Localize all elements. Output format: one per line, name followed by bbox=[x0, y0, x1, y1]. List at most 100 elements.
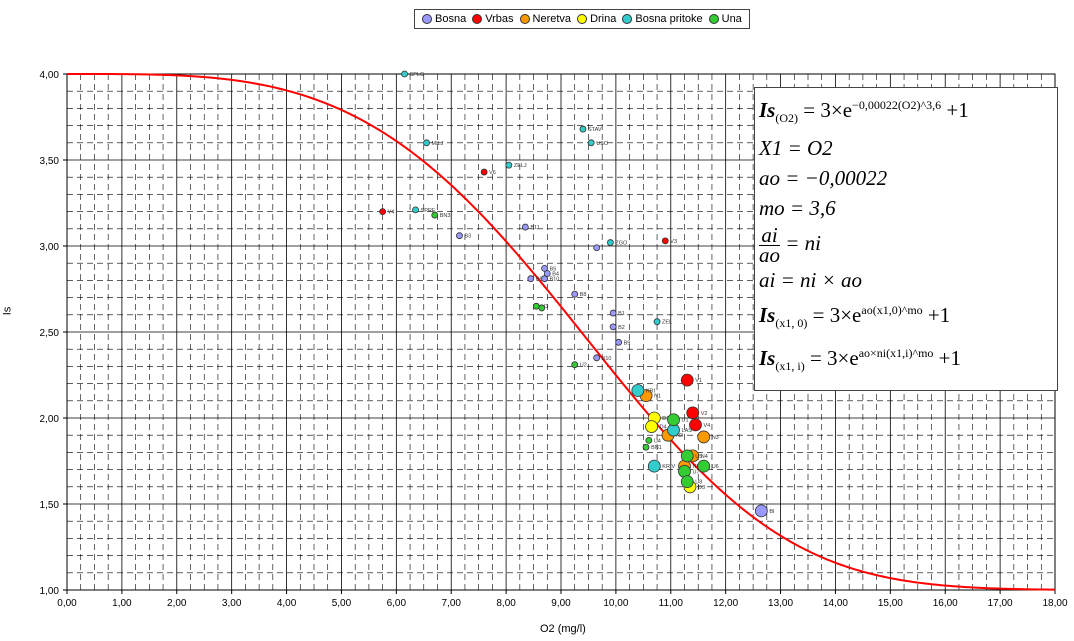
x-axis-title-text: O2 (mg/l) bbox=[540, 623, 586, 635]
data-point bbox=[412, 206, 419, 214]
y-tick-label: 4,00 bbox=[40, 70, 60, 81]
x-axis-title: O2 (mg/l) bbox=[540, 623, 586, 635]
data-point bbox=[480, 168, 488, 176]
chart-legend: Bosna Vrbas Neretva Drina Bosna pritoke Una bbox=[414, 9, 750, 29]
formula-line-4: mo = 3,6 bbox=[759, 196, 836, 221]
point-label: BN3 bbox=[440, 213, 451, 219]
data-point bbox=[667, 413, 680, 427]
formula-line-5: ai ao = ni bbox=[759, 222, 822, 267]
data-point bbox=[642, 443, 650, 451]
data-point bbox=[543, 270, 551, 277]
point-label: U8 bbox=[695, 480, 702, 486]
y-tick-label: 1,50 bbox=[40, 500, 60, 511]
formula-line-2: X1 = O2 bbox=[759, 136, 833, 161]
point-label: U5 bbox=[695, 454, 702, 460]
legend-label: Bosna bbox=[435, 13, 467, 25]
data-point bbox=[571, 361, 579, 369]
point-label: KRI bbox=[646, 388, 656, 394]
x-tick-label: 9,00 bbox=[551, 598, 571, 609]
point-label: MILJ bbox=[432, 141, 444, 147]
y-tick-label: 3,00 bbox=[40, 242, 60, 253]
point-label: U2 bbox=[580, 363, 587, 369]
point-label: V1 bbox=[695, 378, 702, 384]
data-point bbox=[571, 290, 579, 298]
data-point bbox=[527, 275, 535, 283]
legend-swatch bbox=[472, 14, 483, 24]
x-tick-label: 6,00 bbox=[387, 598, 407, 609]
data-point bbox=[456, 232, 463, 240]
x-tick-label: 5,00 bbox=[332, 598, 352, 609]
data-point bbox=[607, 239, 614, 246]
legend-swatch bbox=[422, 14, 432, 24]
point-label: V4 bbox=[703, 423, 710, 429]
data-point bbox=[538, 304, 546, 312]
point-label: N2 bbox=[676, 433, 683, 439]
x-tick-label: 11,00 bbox=[659, 598, 684, 609]
data-point bbox=[609, 323, 617, 331]
y-tick-label: 3,50 bbox=[40, 156, 60, 167]
point-label: N3 bbox=[712, 435, 719, 441]
formula-box: Is(O2) = 3×e−0,00022(O2)^3,6 +1 X1 = O2 … bbox=[754, 87, 1058, 391]
point-label: B5 bbox=[550, 266, 557, 272]
legend-item: Bosna pritoke bbox=[622, 13, 703, 25]
point-label: D4 bbox=[660, 425, 667, 431]
point-label: BN1 bbox=[651, 445, 662, 451]
point-label: V3 bbox=[670, 239, 677, 245]
data-point bbox=[541, 275, 548, 283]
formula-line-7: Is(x1, 0) = 3×eao(x1,0)^mo +1 bbox=[759, 302, 951, 331]
legend-label: Bosna pritoke bbox=[635, 13, 703, 25]
data-point bbox=[647, 459, 661, 473]
point-label: B11 bbox=[530, 225, 539, 231]
x-tick-label: 16,00 bbox=[933, 598, 958, 609]
point-label: STAV bbox=[588, 127, 602, 133]
point-label: B8 bbox=[580, 292, 587, 298]
data-point bbox=[401, 70, 408, 78]
point-label: N1 bbox=[654, 394, 661, 400]
legend-item: Vrbas bbox=[472, 13, 514, 25]
data-point bbox=[686, 406, 700, 420]
point-label: ZEL bbox=[662, 320, 672, 326]
data-point bbox=[593, 354, 601, 362]
x-tick-label: 0,00 bbox=[57, 598, 77, 609]
data-point bbox=[431, 211, 439, 219]
data-point bbox=[653, 318, 661, 326]
data-point bbox=[697, 459, 711, 473]
x-tick-label: 2,00 bbox=[167, 598, 187, 609]
data-point bbox=[521, 223, 529, 231]
point-label: B6 bbox=[536, 277, 543, 283]
data-point bbox=[532, 302, 540, 310]
point-label: BI bbox=[769, 509, 775, 515]
legend-label: Vrbas bbox=[485, 13, 514, 25]
data-point bbox=[423, 139, 430, 147]
data-point bbox=[754, 504, 768, 518]
point-label: U1 bbox=[682, 418, 689, 424]
y-tick-label: 1,00 bbox=[40, 586, 60, 597]
point-label: U7 bbox=[693, 469, 700, 475]
legend-item: Neretva bbox=[519, 13, 571, 25]
x-tick-label: 3,00 bbox=[222, 598, 242, 609]
legend-swatch bbox=[708, 14, 719, 24]
data-point bbox=[697, 430, 711, 444]
legend-label: Drina bbox=[590, 13, 617, 25]
point-label: B4 bbox=[552, 272, 559, 278]
point-label: SPLC bbox=[410, 72, 424, 78]
data-point bbox=[615, 338, 623, 346]
legend-item: Drina bbox=[577, 13, 616, 25]
point-label: LAS bbox=[682, 428, 693, 434]
data-point bbox=[661, 237, 669, 245]
point-label: B3 bbox=[464, 234, 471, 240]
point-label: D3 bbox=[698, 485, 705, 491]
legend-item: Bosna bbox=[422, 13, 466, 25]
x-tick-label: 1,00 bbox=[112, 598, 132, 609]
legend-swatch bbox=[622, 14, 633, 24]
point-label: V4 bbox=[388, 210, 395, 216]
formula-line-3: ao = −0,00022 bbox=[759, 166, 888, 191]
x-tick-label: 10,00 bbox=[603, 598, 628, 609]
data-point bbox=[680, 475, 694, 489]
point-label: B1 bbox=[618, 311, 625, 317]
point-label: ZGO bbox=[615, 241, 628, 247]
y-axis-title: Is bbox=[1, 306, 14, 316]
point-label: N5 bbox=[693, 464, 700, 470]
data-point bbox=[505, 161, 513, 169]
point-label: B10 bbox=[602, 356, 612, 362]
